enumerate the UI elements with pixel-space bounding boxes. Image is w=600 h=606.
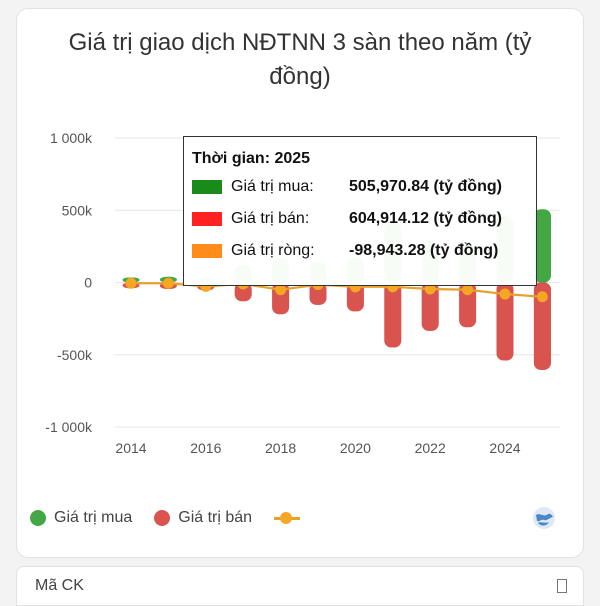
- legend-buy-dot: [30, 510, 46, 526]
- legend-item-sell[interactable]: Giá trị bán: [154, 509, 252, 527]
- tooltip-buy-label: Giá trị mua:: [231, 178, 314, 195]
- chart-legend: Giá trị mua Giá trị bán: [30, 506, 328, 530]
- legend-net-marker: [274, 510, 301, 526]
- chart-title-line-2: đồng): [269, 63, 331, 90]
- y-tick-label: 1 000k: [50, 130, 93, 146]
- tooltip-buy-value: 505,970.84 (tỷ đồng): [349, 178, 502, 195]
- filter-icon[interactable]: [557, 579, 567, 593]
- sell-bar-solid: [533, 282, 551, 370]
- net-point: [536, 291, 548, 303]
- legend-sell-label: Giá trị bán: [178, 509, 253, 526]
- sell-bar-solid: [384, 282, 402, 348]
- tooltip-sell-value: 604,914.12 (tỷ đồng): [349, 210, 502, 227]
- x-tick-label: 2016: [190, 440, 221, 456]
- x-tick-label: 2022: [415, 440, 446, 456]
- tooltip-buy-swatch: [192, 180, 222, 194]
- tooltip-sell-swatch: [192, 212, 222, 226]
- net-point: [275, 284, 287, 296]
- tooltip-row-net: Giá trị ròng: -98,943.28 (tỷ đồng): [192, 235, 528, 267]
- tooltip-net-value: -98,943.28 (tỷ đồng): [349, 242, 499, 259]
- net-point: [162, 277, 174, 289]
- stock-code-input[interactable]: [33, 576, 517, 596]
- sell-bar-solid: [459, 282, 477, 328]
- net-point: [499, 288, 511, 300]
- x-tick-label: 2018: [265, 440, 296, 456]
- tooltip-sell-label: Giá trị bán:: [231, 210, 310, 227]
- tooltip-net-label: Giá trị ròng:: [231, 242, 315, 259]
- net-point: [125, 277, 137, 289]
- legend-item-net[interactable]: [274, 510, 306, 526]
- legend-item-buy[interactable]: Giá trị mua: [30, 509, 132, 527]
- tooltip-row-sell: Giá trị bán: 604,914.12 (tỷ đồng): [192, 203, 528, 235]
- tooltip-row-buy: Giá trị mua: 505,970.84 (tỷ đồng): [192, 171, 528, 203]
- net-point: [424, 283, 436, 295]
- y-tick-label: 0: [84, 275, 92, 291]
- chart-title-line-1: Giá trị giao dịch NĐTNN 3 sàn theo năm (…: [68, 29, 532, 56]
- legend-buy-label: Giá trị mua: [54, 509, 133, 526]
- buy-bar-solid: [533, 209, 551, 283]
- legend-sell-dot: [154, 510, 171, 526]
- stock-code-search[interactable]: [16, 566, 584, 606]
- chart-title: Giá trị giao dịch NĐTNN 3 sàn theo năm (…: [0, 26, 600, 94]
- x-tick-label: 2014: [115, 440, 146, 456]
- y-tick-label: -1 000k: [45, 419, 93, 435]
- x-tick-label: 2024: [489, 440, 520, 456]
- sell-bar-solid: [421, 282, 439, 331]
- net-point: [462, 284, 474, 296]
- globe-icon[interactable]: [532, 506, 556, 530]
- sell-bar-solid: [496, 282, 514, 361]
- tooltip-title: Thời gian: 2025: [192, 150, 311, 167]
- tooltip-net-swatch: [192, 244, 222, 258]
- y-tick-label: -500k: [57, 347, 93, 363]
- chart-tooltip: Thời gian: 2025 Giá trị mua: 505,970.84 …: [183, 136, 537, 286]
- y-tick-label: 500k: [62, 202, 93, 218]
- x-tick-label: 2020: [340, 440, 371, 456]
